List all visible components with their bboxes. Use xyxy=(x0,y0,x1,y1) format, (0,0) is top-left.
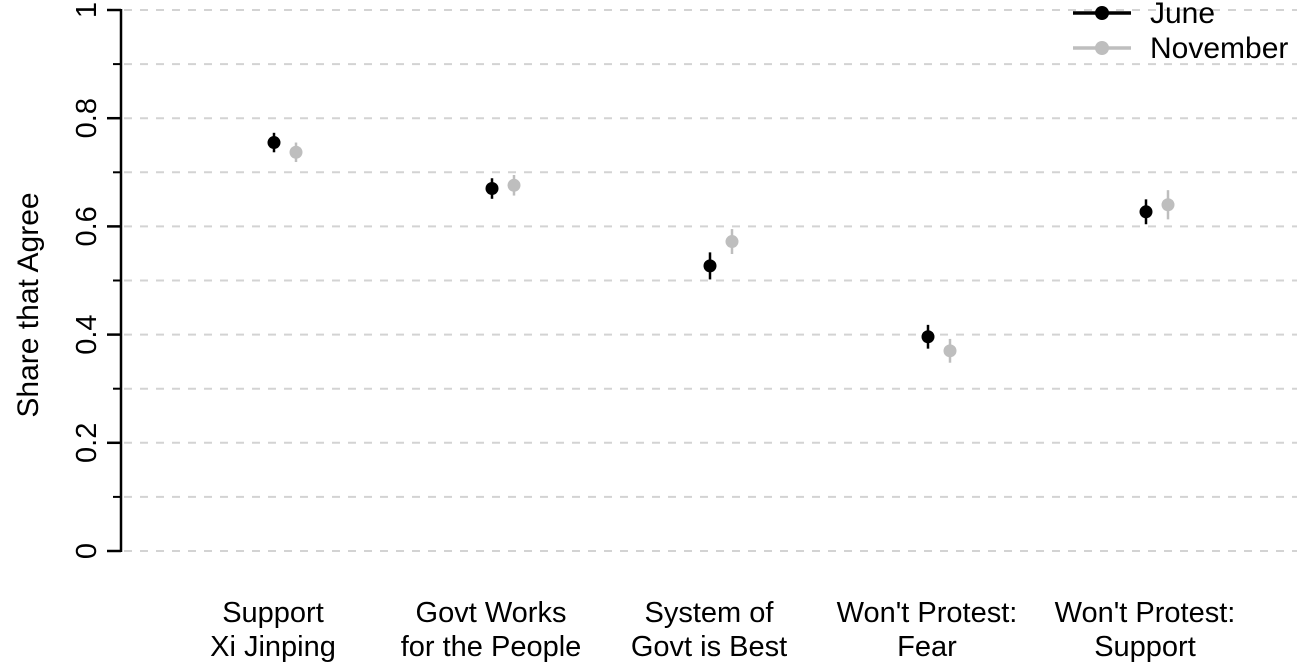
x-category-label: Support Xi Jinping xyxy=(210,597,336,663)
y-tick-label: 0.2 xyxy=(71,423,103,463)
point-june xyxy=(703,259,717,273)
point-november xyxy=(289,145,303,159)
legend-marker-june xyxy=(1095,6,1109,20)
x-category-label: Won't Protest: Support xyxy=(1055,597,1236,663)
y-tick-label: 0 xyxy=(71,543,103,559)
point-june xyxy=(267,136,281,150)
x-category-label: Govt Works for the People xyxy=(401,597,582,663)
point-june xyxy=(921,330,935,344)
y-tick-label: 0.8 xyxy=(71,98,103,138)
legend-marker-november xyxy=(1095,41,1109,55)
x-category-label: Won't Protest: Fear xyxy=(837,597,1018,663)
point-november xyxy=(725,235,739,249)
y-axis-title: Share that Agree xyxy=(12,192,45,417)
point-november xyxy=(507,178,521,192)
x-category-label: System of Govt is Best xyxy=(631,597,787,663)
y-tick-label: 1 xyxy=(71,2,103,18)
point-june xyxy=(1139,205,1153,219)
y-tick-label: 0.6 xyxy=(71,206,103,246)
y-tick-label: 0.4 xyxy=(71,314,103,354)
point-november xyxy=(1161,198,1175,212)
legend-label-november: November xyxy=(1150,32,1288,65)
point-june xyxy=(485,182,499,196)
legend-label-june: June xyxy=(1150,0,1215,30)
point-november xyxy=(943,344,957,358)
